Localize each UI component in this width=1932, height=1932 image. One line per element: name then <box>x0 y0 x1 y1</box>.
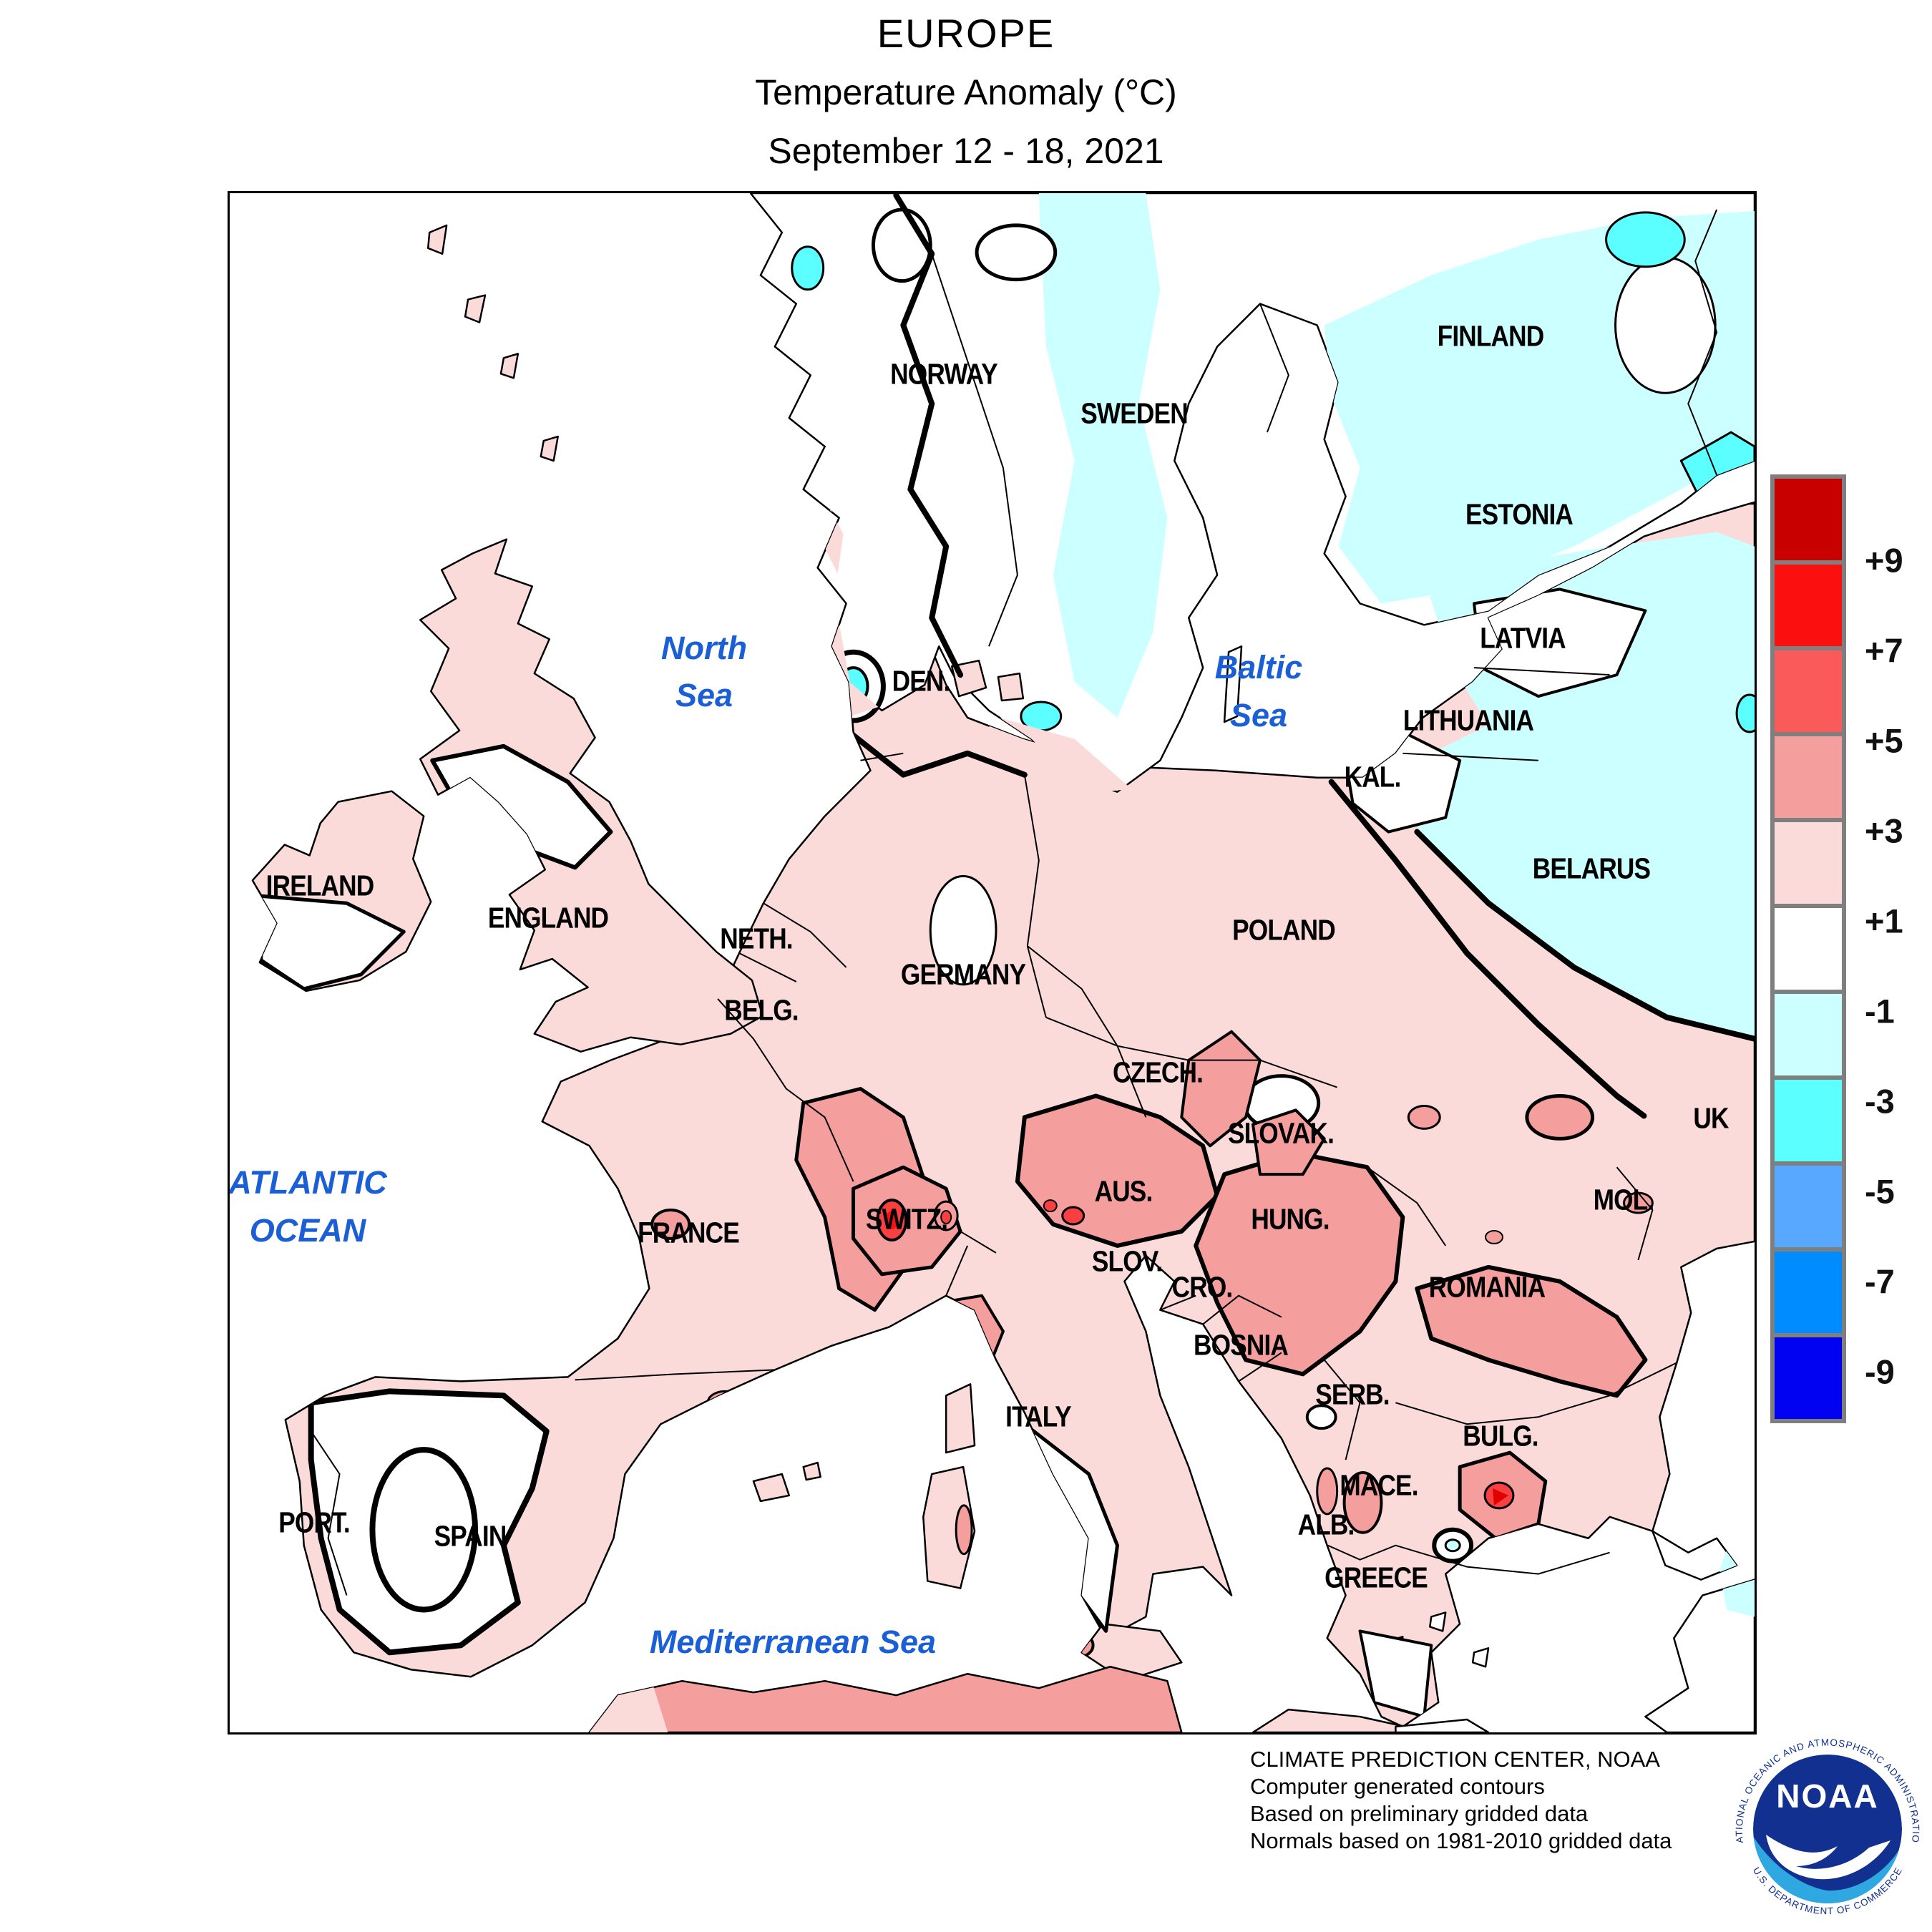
country-label-italy: ITALY <box>1005 1400 1072 1433</box>
country-label-kal: KAL. <box>1344 760 1402 794</box>
country-label-den: DEN. <box>892 664 951 698</box>
country-label-france: FRANCE <box>638 1216 740 1249</box>
legend-tick-m3: -3 <box>1865 1082 1895 1121</box>
country-label-germany: GERMANY <box>900 957 1026 991</box>
sea-label-sea: Sea <box>675 677 733 713</box>
legend-box-0 <box>1770 474 1846 565</box>
country-label-lithuania: LITHUANIA <box>1402 703 1534 737</box>
country-label-estonia: ESTONIA <box>1465 497 1574 531</box>
country-label-belarus: BELARUS <box>1532 852 1651 885</box>
country-label-norway: NORWAY <box>890 357 998 391</box>
logo-acronym: NOAA <box>1776 1777 1878 1815</box>
country-label-port: PORT. <box>278 1506 350 1539</box>
sea-label-atlantic: ATLANTIC <box>228 1164 387 1201</box>
country-label-england: ENGLAND <box>487 901 609 935</box>
country-label-romania: ROMANIA <box>1428 1270 1546 1304</box>
country-label-slov: SLOV. <box>1091 1244 1163 1278</box>
credit-line-1: CLIMATE PREDICTION CENTER, NOAA <box>1250 1747 1660 1772</box>
country-label-poland: POLAND <box>1232 913 1336 947</box>
country-label-alb: ALB. <box>1297 1508 1355 1541</box>
country-label-slovak: SLOVAK. <box>1227 1116 1335 1150</box>
country-label-mace: MACE. <box>1340 1468 1418 1502</box>
credit-line-4: Normals based on 1981-2010 gridded data <box>1250 1828 1672 1853</box>
credit-line-2: Computer generated contours <box>1250 1774 1545 1799</box>
country-label-ireland: IRELAND <box>265 869 375 902</box>
legend-box-3 <box>1770 732 1846 822</box>
legend-box-5 <box>1770 904 1846 994</box>
legend-tick-p7: +7 <box>1865 631 1903 670</box>
legend-box-10 <box>1770 1333 1846 1423</box>
credit-line-3: Based on preliminary gridded data <box>1250 1801 1589 1826</box>
country-label-bosnia: BOSNIA <box>1194 1328 1289 1362</box>
country-label-finland: FINLAND <box>1437 319 1545 353</box>
country-label-latvia: LATVIA <box>1480 621 1566 655</box>
legend-box-1 <box>1770 560 1846 650</box>
country-label-mol: MOL. <box>1593 1183 1655 1216</box>
country-label-switz: SWITZ. <box>865 1202 948 1236</box>
legend-tick-m1: -1 <box>1865 992 1895 1030</box>
legend-tick-p3: +3 <box>1865 811 1903 850</box>
country-label-czech: CZECH. <box>1112 1055 1204 1089</box>
country-label-hung: HUNG. <box>1251 1202 1330 1236</box>
anomaly-legend: +9 +7 +5 +3 +1 -1 -3 -5 -7 -9 <box>1770 474 1903 1423</box>
credits-block: CLIMATE PREDICTION CENTER, NOAA Computer … <box>1250 1746 1672 1855</box>
map-frame: NORWAY SWEDEN FINLAND ESTONIA LATVIA LITHUANI… <box>228 191 1757 1735</box>
country-label-bulg: BULG. <box>1463 1419 1538 1453</box>
zero-contours <box>846 193 1755 1119</box>
seagull-icon <box>1766 1835 1890 1880</box>
map-subtitle: Temperature Anomaly (°C) <box>755 72 1177 112</box>
country-label-uk: UK <box>1693 1101 1729 1135</box>
map-date-range: September 12 - 18, 2021 <box>768 131 1164 171</box>
map-title: EUROPE <box>877 11 1055 56</box>
legend-tick-p5: +5 <box>1865 721 1903 760</box>
country-label-belg: BELG. <box>724 993 799 1027</box>
legend-tick-p1: +1 <box>1865 902 1903 940</box>
sea-label-ocean: OCEAN <box>249 1212 366 1249</box>
legend-box-9 <box>1770 1247 1846 1337</box>
country-borders <box>310 209 1718 1596</box>
country-label-cro: CRO. <box>1171 1270 1234 1304</box>
legend-tick-m7: -7 <box>1865 1262 1895 1301</box>
noaa-logo: NOAA NATIONAL OCEANIC AND ATMOSPHERIC AD… <box>1727 1728 1928 1930</box>
legend-tick-m5: -5 <box>1865 1172 1895 1211</box>
country-label-spain: SPAIN <box>434 1519 507 1553</box>
country-label-serb: SERB. <box>1315 1377 1390 1411</box>
sea-label-mediterranean-sea: Mediterranean Sea <box>649 1624 937 1660</box>
legend-box-6 <box>1770 990 1846 1080</box>
sea-label-baltic: Baltic <box>1214 649 1303 686</box>
legend-box-4 <box>1770 818 1846 908</box>
legend-tick-m9: -9 <box>1865 1352 1895 1391</box>
map-labels: NORWAY SWEDEN FINLAND ESTONIA LATVIA LITHUANI… <box>230 193 1755 1732</box>
legend-box-8 <box>1770 1161 1846 1252</box>
logo-sea <box>1753 1836 1902 1903</box>
country-label-sweden: SWEDEN <box>1080 396 1188 430</box>
legend-box-2 <box>1770 646 1846 736</box>
legend-box-7 <box>1770 1075 1846 1166</box>
country-label-neth: NETH. <box>720 922 793 955</box>
country-label-aus: AUS. <box>1094 1174 1153 1208</box>
sea-label-sea: Sea <box>1229 697 1288 733</box>
country-label-greece: GREECE <box>1324 1561 1428 1594</box>
legend-tick-p9: +9 <box>1865 541 1903 580</box>
sea-label-north: North <box>661 630 747 666</box>
europe-anomaly-map <box>251 193 1755 1732</box>
